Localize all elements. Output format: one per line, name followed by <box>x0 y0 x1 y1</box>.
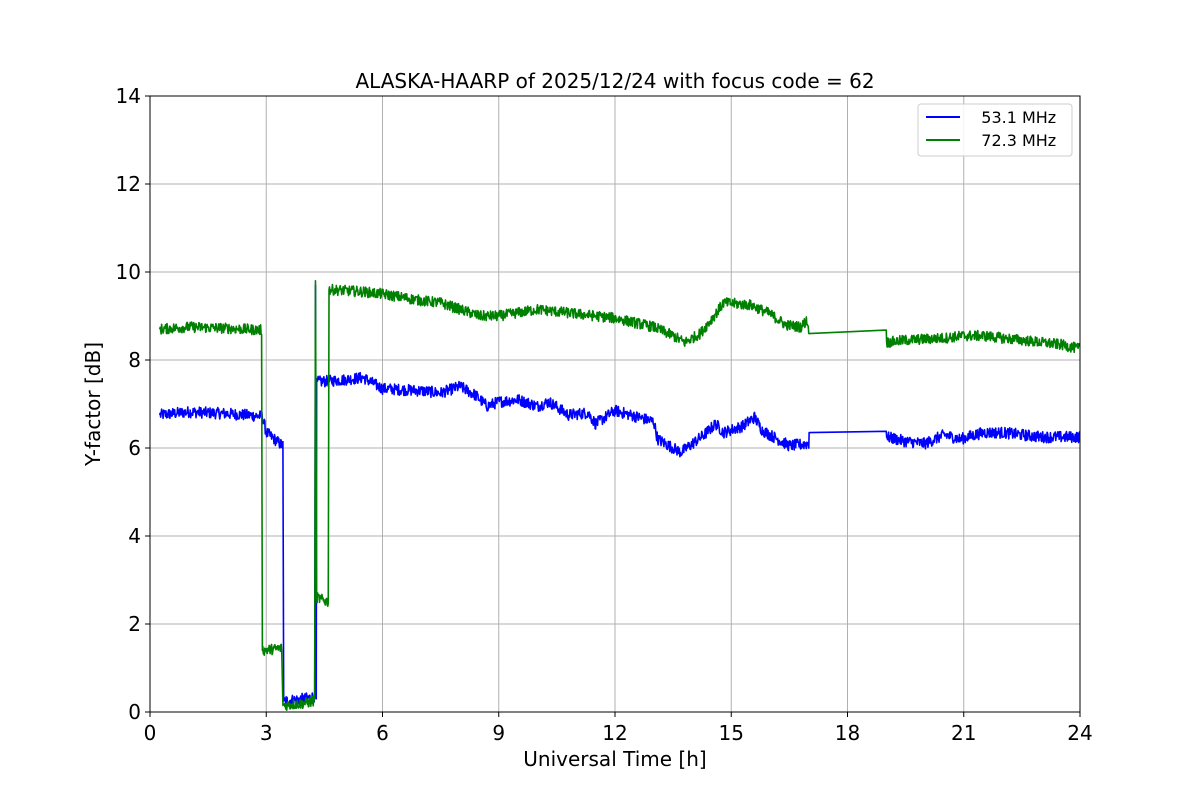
x-tick-label: 6 <box>376 721 389 745</box>
x-tick-label: 3 <box>260 721 273 745</box>
x-tick-label: 0 <box>144 721 157 745</box>
y-tick-label: 14 <box>116 84 141 108</box>
y-tick-label: 0 <box>128 700 141 724</box>
series-line-53mhz <box>158 284 1080 707</box>
series-layer <box>158 280 1080 711</box>
y-tick-label: 12 <box>116 172 141 196</box>
y-tick-label: 10 <box>116 260 141 284</box>
y-axis-label: Y-factor [dB] <box>81 342 105 467</box>
legend-label-72mhz: 72.3 MHz <box>966 131 1056 150</box>
legend: 53.1 MHz 72.3 MHz <box>917 103 1073 157</box>
x-tick-label: 21 <box>951 721 976 745</box>
x-tick-label: 12 <box>602 721 627 745</box>
y-tick-label: 4 <box>128 524 141 548</box>
legend-label-53mhz: 53.1 MHz <box>966 108 1056 127</box>
x-tick-label: 24 <box>1067 721 1092 745</box>
y-tick-label: 8 <box>128 348 141 372</box>
x-tick-label: 9 <box>492 721 505 745</box>
y-tick-label: 2 <box>128 612 141 636</box>
x-axis-label: Universal Time [h] <box>523 747 706 771</box>
x-tick-label: 15 <box>719 721 744 745</box>
chart-title: ALASKA-HAARP of 2025/12/24 with focus co… <box>355 69 874 93</box>
series-line-72mhz <box>158 280 1080 711</box>
y-tick-label: 6 <box>128 436 141 460</box>
x-tick-label: 18 <box>835 721 860 745</box>
